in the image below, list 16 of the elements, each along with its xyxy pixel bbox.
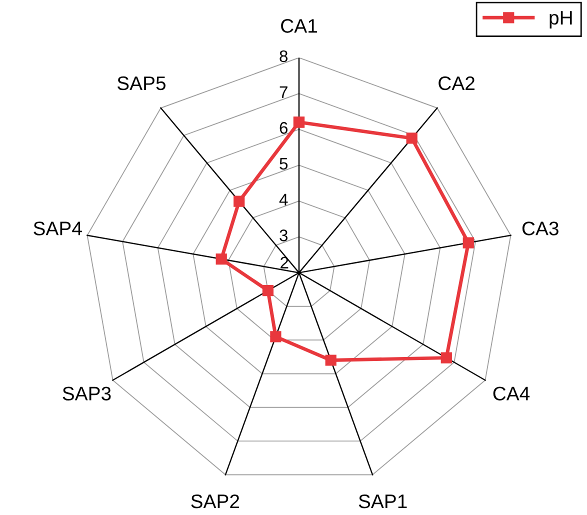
spoke-label: SAP5 (117, 76, 166, 90)
y-tick-label: 8 (280, 50, 288, 62)
spoke-label: CA3 (522, 222, 558, 236)
spoke-label: SAP2 (191, 494, 240, 508)
y-tick-label: 3 (280, 230, 288, 242)
spoke-label: CA4 (493, 386, 530, 400)
spoke-label: CA2 (438, 76, 474, 90)
y-tick-label: 4 (279, 194, 288, 206)
spoke-label: CA1 (281, 19, 317, 33)
spoke-label: SAP1 (358, 494, 407, 508)
spoke-label: SAP3 (62, 386, 111, 400)
legend-label: pH (550, 11, 572, 28)
y-tick-label: 6 (280, 122, 288, 134)
y-tick-label: 7 (280, 86, 288, 98)
spoke-label: SAP4 (34, 222, 82, 236)
y-tick-label: 5 (280, 158, 288, 170)
